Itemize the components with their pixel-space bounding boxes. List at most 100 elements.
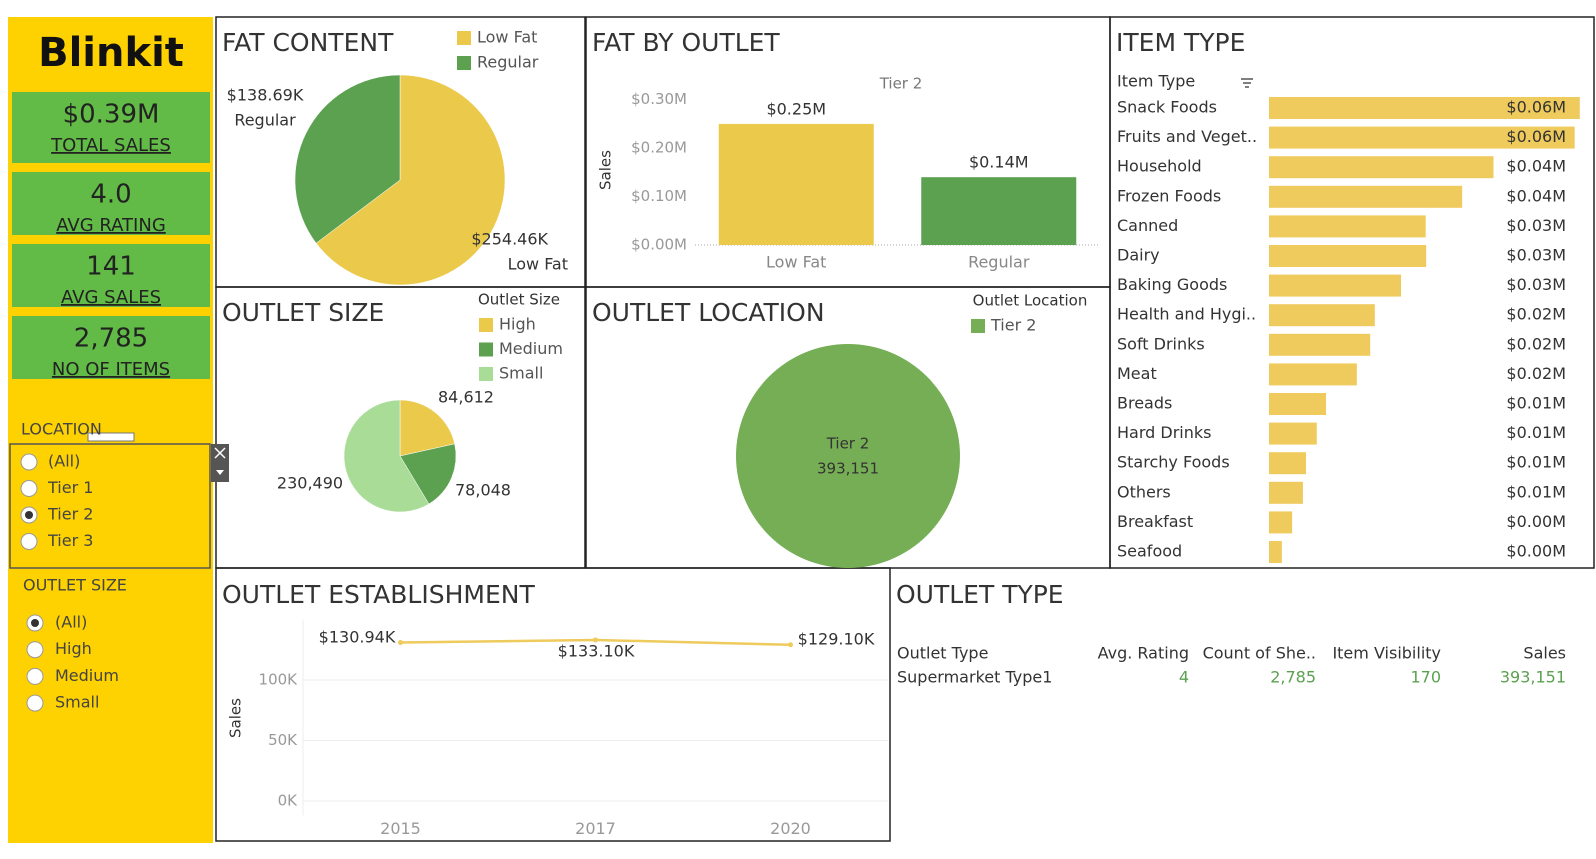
panel-header: Tier 2: [879, 75, 923, 93]
radio-button[interactable]: [26, 641, 44, 659]
x-tick-label: 2017: [575, 819, 616, 838]
bar-value-label: $0.04M: [1506, 186, 1566, 205]
filter-option[interactable]: Tier 1: [47, 478, 93, 497]
y-tick-label: $0.10M: [631, 187, 687, 205]
x-tick-label: 2015: [380, 819, 421, 838]
filter-handle: [87, 432, 135, 442]
bar: [921, 177, 1077, 245]
bar-value-label: $0.02M: [1506, 334, 1566, 353]
pie-slice: [294, 74, 401, 244]
filter-option[interactable]: Medium: [55, 666, 119, 685]
y-axis-label: Sales: [597, 150, 615, 190]
panel-title: FAT CONTENT: [222, 28, 394, 57]
pie-slice: [315, 74, 506, 286]
category-label: Starchy Foods: [1117, 453, 1230, 472]
kpi-label: AVG SALES: [61, 287, 161, 308]
pie-value-label: $138.69K: [227, 86, 304, 105]
radio-button[interactable]: [20, 480, 38, 497]
table-header: Avg. Rating: [1098, 644, 1189, 663]
filter-option[interactable]: (All): [48, 452, 80, 471]
line-point: [788, 642, 793, 648]
point-value-label: $130.94K: [319, 628, 396, 647]
filter-option[interactable]: Small: [55, 693, 99, 712]
bar: [1269, 363, 1357, 386]
category-label: Canned: [1117, 216, 1178, 235]
category-label: Snack Foods: [1117, 98, 1217, 117]
kpi-value: 141: [86, 252, 136, 282]
radio-button[interactable]: [20, 453, 38, 471]
pie-category-label: Low Fat: [508, 255, 568, 274]
panel-title: ITEM TYPE: [1116, 28, 1245, 57]
pie-slice: [399, 399, 455, 457]
radio-dot[interactable]: [31, 619, 39, 627]
bar: [1269, 97, 1580, 119]
table-header: Outlet Type: [897, 644, 988, 663]
legend-label: High: [499, 315, 536, 334]
kpi-label: AVG RATING: [56, 215, 166, 236]
pie-value-label: 78,048: [455, 481, 511, 500]
y-tick-label: 100K: [259, 670, 299, 688]
pie-slice: [343, 399, 430, 513]
category-label: Breakfast: [1117, 512, 1193, 531]
close-icon[interactable]: [214, 447, 226, 459]
pie-slice: [736, 344, 960, 568]
legend-label: Tier 2: [990, 316, 1036, 335]
radio-button[interactable]: [26, 694, 44, 712]
legend-label: Low Fat: [477, 28, 537, 47]
filter-toolbar[interactable]: [211, 444, 229, 482]
filter-option[interactable]: Tier 3: [47, 531, 93, 550]
category-label: Frozen Foods: [1117, 186, 1221, 205]
filter-option[interactable]: High: [55, 639, 92, 658]
bar: [1269, 511, 1293, 534]
category-label: Meat: [1117, 364, 1157, 383]
bar: [1269, 481, 1303, 504]
filter-title: OUTLET SIZE: [23, 576, 127, 595]
bar-value-label: $0.03M: [1506, 275, 1566, 294]
kpi-value: 2,785: [74, 324, 148, 354]
table-cell: 393,151: [1500, 668, 1566, 687]
panel: [215, 567, 891, 842]
panel-title: OUTLET LOCATION: [592, 298, 825, 327]
kpi-value: $0.39M: [63, 100, 160, 130]
panel-title: OUTLET ESTABLISHMENT: [222, 580, 535, 609]
bar: [1269, 452, 1306, 475]
y-tick-label: 0K: [278, 791, 299, 809]
category-label: Breads: [1117, 394, 1172, 413]
category-label: Dairy: [1117, 246, 1160, 265]
bar: [1269, 541, 1282, 563]
pie-category-label: Regular: [234, 111, 296, 130]
x-tick-label: Regular: [968, 253, 1030, 272]
panel-title: OUTLET TYPE: [896, 580, 1064, 609]
point-value-label: $129.10K: [798, 630, 875, 649]
logo: Blinkit: [38, 30, 184, 76]
category-label: Baking Goods: [1117, 275, 1227, 294]
bar: [1269, 156, 1494, 179]
bar: [1269, 393, 1327, 415]
radio-button[interactable]: [26, 667, 44, 685]
filter-option[interactable]: Tier 2: [47, 505, 93, 524]
bar: [1269, 422, 1317, 445]
pie-value-label: 84,612: [438, 388, 494, 407]
legend-swatch: [479, 318, 493, 332]
kpi-card: [12, 172, 210, 235]
sort-icon[interactable]: [1241, 78, 1253, 88]
column-header: Item Type: [1117, 72, 1195, 91]
filter-controls[interactable]: [211, 444, 229, 482]
kpi-label: NO OF ITEMS: [52, 359, 170, 380]
kpi-value: 4.0: [90, 180, 131, 210]
legend-title: Outlet Size: [478, 291, 560, 309]
bar-value-label: $0.00M: [1506, 512, 1566, 531]
y-tick-label: $0.20M: [631, 139, 687, 157]
y-tick-label: 50K: [268, 731, 298, 749]
y-tick-label: $0.00M: [631, 236, 687, 254]
legend-swatch: [479, 367, 493, 381]
pie-value-label: $254.46K: [471, 230, 548, 249]
radio-dot[interactable]: [25, 511, 33, 519]
filter-option[interactable]: (All): [55, 613, 87, 632]
y-axis-label: Sales: [227, 698, 245, 738]
legend-label: Small: [499, 364, 543, 383]
radio-button[interactable]: [20, 533, 38, 550]
menu-icon[interactable]: [216, 470, 224, 475]
legend-label: Regular: [477, 53, 539, 72]
